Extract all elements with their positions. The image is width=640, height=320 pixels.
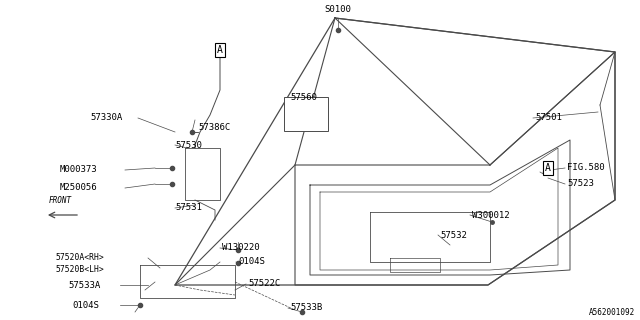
- Text: 57386C: 57386C: [198, 124, 230, 132]
- Text: 57533A: 57533A: [68, 281, 100, 290]
- Text: FRONT: FRONT: [49, 196, 72, 205]
- Text: 57532: 57532: [440, 230, 467, 239]
- Text: W130220: W130220: [222, 244, 260, 252]
- FancyBboxPatch shape: [284, 97, 328, 131]
- Text: A: A: [545, 163, 551, 173]
- Text: 57533B: 57533B: [290, 303, 323, 313]
- Text: 57531: 57531: [175, 204, 202, 212]
- Text: 57530: 57530: [175, 140, 202, 149]
- Text: M000373: M000373: [60, 165, 98, 174]
- Text: 57523: 57523: [567, 180, 594, 188]
- Text: A: A: [217, 45, 223, 55]
- Text: 57522C: 57522C: [248, 279, 280, 289]
- Text: 57501: 57501: [535, 114, 562, 123]
- Text: 0104S: 0104S: [72, 300, 99, 309]
- Text: 0104S: 0104S: [238, 258, 265, 267]
- Text: S0100: S0100: [324, 5, 351, 14]
- Text: A562001092: A562001092: [589, 308, 635, 317]
- Text: 57520B<LH>: 57520B<LH>: [55, 266, 104, 275]
- Text: 57330A: 57330A: [90, 114, 122, 123]
- Text: FIG.580: FIG.580: [567, 164, 605, 172]
- Text: 57520A<RH>: 57520A<RH>: [55, 253, 104, 262]
- Text: W300012: W300012: [472, 211, 509, 220]
- Text: M250056: M250056: [60, 183, 98, 193]
- Text: 57560: 57560: [290, 93, 317, 102]
